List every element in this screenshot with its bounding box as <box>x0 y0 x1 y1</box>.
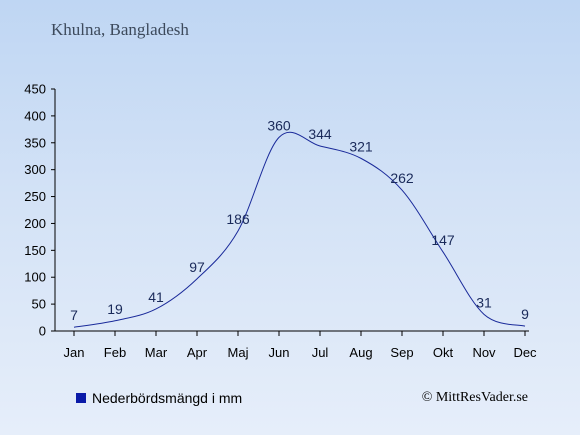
y-tick-label: 200 <box>24 216 46 231</box>
axes <box>54 89 529 332</box>
x-tick-label: Maj <box>228 345 249 360</box>
data-labels: 7 19 41 97 186 360 344 321 262 147 31 9 <box>70 117 529 323</box>
credit-text: © MittResVader.se <box>421 390 528 405</box>
legend: Nederbördsmängd i mm <box>76 390 242 406</box>
y-tick-label: 100 <box>24 270 46 285</box>
y-tick-label: 450 <box>24 82 46 97</box>
y-tick-label: 250 <box>24 189 46 204</box>
x-tick-label: Jul <box>312 345 329 360</box>
x-tick-label: Aug <box>349 345 372 360</box>
y-tick-label: 50 <box>32 297 46 312</box>
y-tick-label: 350 <box>24 135 46 150</box>
legend-label: Nederbördsmängd i mm <box>92 390 243 406</box>
data-label: 7 <box>70 307 78 323</box>
data-label: 31 <box>476 294 492 310</box>
data-label: 321 <box>349 138 373 154</box>
series-line <box>73 131 526 328</box>
data-label: 9 <box>521 306 529 322</box>
x-tick-label: Okt <box>433 345 454 360</box>
y-tick-label: 0 <box>39 324 46 339</box>
data-label: 186 <box>226 211 250 227</box>
x-tick-label: Sep <box>390 345 413 360</box>
y-tick-label: 150 <box>24 243 46 258</box>
x-axis-ticks: Jan Feb Mar Apr Maj Jun Jul Aug Sep Okt Nov Dec <box>64 331 537 360</box>
data-label: 262 <box>390 170 414 186</box>
y-tick-label: 400 <box>24 108 46 123</box>
data-label: 41 <box>148 289 164 305</box>
data-label: 19 <box>107 301 123 317</box>
y-axis-ticks: 0 50 100 150 200 250 300 350 400 450 <box>24 82 55 339</box>
x-tick-label: Jun <box>269 345 290 360</box>
x-tick-label: Nov <box>472 345 496 360</box>
x-tick-label: Dec <box>513 345 537 360</box>
data-label: 147 <box>431 232 455 248</box>
data-label: 97 <box>189 259 205 275</box>
data-label: 360 <box>267 117 291 133</box>
y-tick-label: 300 <box>24 162 46 177</box>
chart-title: Khulna, Bangladesh <box>51 20 189 39</box>
x-tick-label: Feb <box>104 345 126 360</box>
legend-swatch <box>76 393 86 403</box>
data-label: 344 <box>308 126 332 142</box>
x-tick-label: Jan <box>64 345 85 360</box>
x-tick-label: Mar <box>145 345 168 360</box>
x-tick-label: Apr <box>187 345 208 360</box>
